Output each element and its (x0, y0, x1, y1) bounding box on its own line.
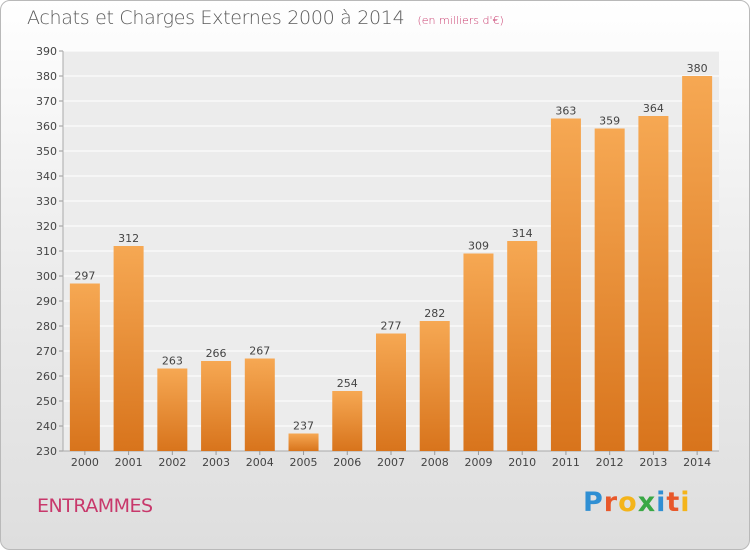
commune-name: ENTRAMMES (37, 495, 153, 517)
bar-2010 (507, 241, 538, 451)
x-tick-label-2008: 2008 (421, 456, 449, 469)
y-tick-label: 360 (36, 120, 57, 133)
logo-letter: i (656, 487, 667, 518)
y-tick-label: 230 (36, 445, 57, 458)
logo-letter: P (583, 487, 604, 518)
bar-2004 (244, 358, 275, 451)
x-tick-label-2007: 2007 (377, 456, 405, 469)
data-label-2013: 364 (643, 102, 664, 115)
data-label-2012: 359 (599, 115, 620, 128)
logo-letter: t (666, 487, 681, 518)
x-tick-label-2000: 2000 (71, 456, 99, 469)
bar-2008 (419, 321, 450, 451)
x-tick-label-2005: 2005 (290, 456, 318, 469)
logo-letter: o (618, 487, 638, 518)
bar-2007 (376, 333, 406, 451)
data-label-2010: 314 (512, 227, 533, 240)
data-label-2003: 266 (206, 347, 227, 360)
x-tick-label-2002: 2002 (158, 456, 186, 469)
x-tick-label-2014: 2014 (683, 456, 711, 469)
chart-title: Achats et Charges Externes 2000 à 2014 (27, 7, 405, 29)
data-label-2011: 363 (555, 105, 576, 118)
bar-2012 (594, 128, 625, 451)
bar-2001 (113, 246, 144, 451)
chart-title-block: Achats et Charges Externes 2000 à 2014 (… (27, 7, 504, 29)
y-tick-label: 310 (36, 245, 57, 258)
x-tick-label-2013: 2013 (639, 456, 667, 469)
bar-2000 (69, 283, 100, 451)
y-tick-label: 320 (36, 220, 57, 233)
y-tick-label: 300 (36, 270, 57, 283)
data-label-2004: 267 (249, 345, 270, 358)
bar-2013 (638, 116, 669, 451)
x-tick-label-2004: 2004 (246, 456, 274, 469)
logo-letter: i (680, 487, 691, 518)
y-tick-label: 390 (36, 45, 57, 58)
x-tick-label-2006: 2006 (333, 456, 361, 469)
x-tick-label-2009: 2009 (464, 456, 492, 469)
bar-2005 (288, 433, 319, 451)
bar-2009 (463, 253, 494, 451)
y-tick-label: 250 (36, 395, 57, 408)
bar-2003 (201, 361, 232, 451)
proxiti-logo: Proxiti (583, 487, 691, 518)
bar-2002 (157, 368, 188, 451)
y-tick-label: 270 (36, 345, 57, 358)
x-tick-label-2011: 2011 (552, 456, 580, 469)
data-label-2008: 282 (424, 307, 445, 320)
unit-note: (en milliers d'€) (417, 14, 504, 27)
data-label-2009: 309 (468, 240, 489, 253)
data-label-2002: 263 (162, 355, 183, 368)
data-label-2006: 254 (337, 377, 358, 390)
y-tick-label: 350 (36, 145, 57, 158)
y-tick-label: 370 (36, 95, 57, 108)
data-label-2000: 297 (74, 270, 95, 283)
bar-2014 (682, 76, 713, 451)
data-label-2007: 277 (381, 320, 402, 333)
y-tick-label: 380 (36, 70, 57, 83)
logo-letter: x (637, 487, 657, 518)
y-tick-label: 240 (36, 420, 57, 433)
y-tick-label: 280 (36, 320, 57, 333)
data-label-2014: 380 (687, 62, 708, 75)
x-tick-label-2001: 2001 (115, 456, 143, 469)
data-label-2001: 312 (118, 232, 139, 245)
bar-2006 (332, 391, 363, 451)
y-tick-label: 340 (36, 170, 57, 183)
data-label-2005: 237 (293, 420, 314, 433)
y-tick-label: 260 (36, 370, 57, 383)
bar-2011 (550, 118, 581, 451)
x-tick-label-2003: 2003 (202, 456, 230, 469)
logo-letter: r (603, 487, 619, 518)
x-tick-label-2010: 2010 (508, 456, 536, 469)
x-tick-label-2012: 2012 (596, 456, 624, 469)
y-tick-label: 330 (36, 195, 57, 208)
y-tick-label: 290 (36, 295, 57, 308)
